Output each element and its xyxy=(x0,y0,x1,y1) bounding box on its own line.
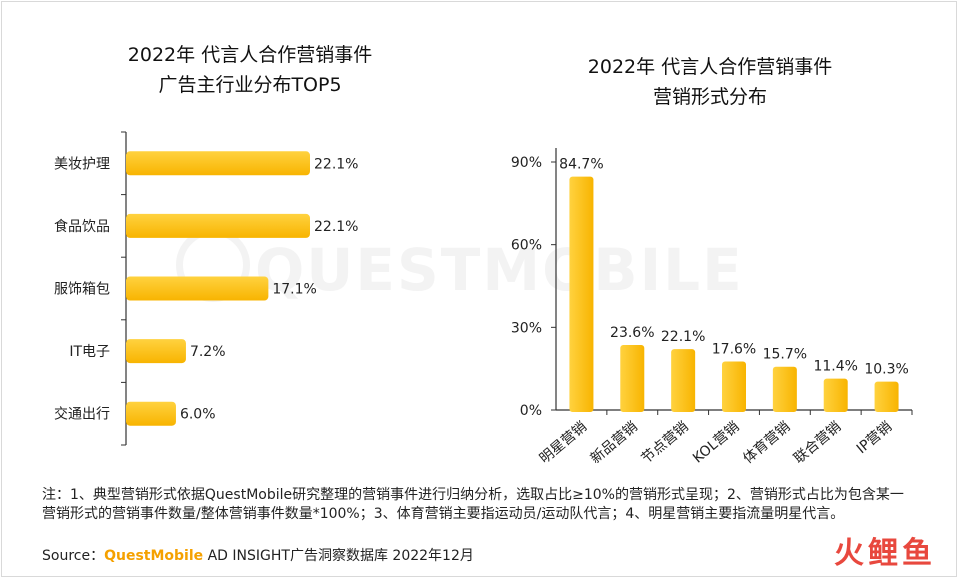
right-value-label: 10.3% xyxy=(864,362,908,378)
footnote: 注：1、典型营销形式依据QuestMobile研究整理的营销事件进行归纳分析，选… xyxy=(42,487,904,522)
source-line: Source：QuestMobile AD INSIGHT广告洞察数据库 202… xyxy=(42,545,474,565)
left-chart-title-line2: 广告主行业分布TOP5 xyxy=(158,74,342,96)
right-bar xyxy=(671,349,696,412)
right-bar xyxy=(569,176,594,412)
left-chart-title-line1: 2022年 代言人合作营销事件 xyxy=(127,44,373,66)
right-y-tick-label: 0% xyxy=(520,403,542,419)
left-bar-chart: 美妆护理 22.1% 食品饮品 22.1% 服饰箱包 17.1% IT电子 7.2% 交通出行 6… xyxy=(54,131,358,446)
left-value-label: 22.1% xyxy=(314,156,358,172)
left-bar xyxy=(126,213,310,238)
right-value-label: 17.6% xyxy=(712,342,756,358)
left-category-label: 美妆护理 xyxy=(54,156,110,172)
logo-char-3: 鱼 xyxy=(902,536,936,571)
right-chart-title: 2022年 代言人合作营销事件 营销形式分布 xyxy=(510,52,910,112)
right-value-label: 84.7% xyxy=(559,157,603,173)
left-value-label: 7.2% xyxy=(190,344,226,360)
source-brand: QuestMobile xyxy=(104,548,204,564)
right-y-tick-label: 90% xyxy=(511,155,542,171)
right-bar xyxy=(772,366,797,412)
left-bar xyxy=(126,276,269,301)
right-category-label: 节点营销 xyxy=(639,419,692,467)
right-bar xyxy=(823,378,848,412)
logo-char-2: 鲤 xyxy=(868,536,902,571)
left-value-label: 22.1% xyxy=(314,219,358,235)
right-value-label: 15.7% xyxy=(763,347,807,363)
right-category-label: 新品营销 xyxy=(588,419,641,467)
left-value-label: 17.1% xyxy=(272,282,316,298)
site-logo: 火鲤鱼 xyxy=(834,528,936,572)
left-bar xyxy=(126,151,310,176)
left-chart-title: 2022年 代言人合作营销事件 广告主行业分布TOP5 xyxy=(60,40,440,100)
left-category-label: 服饰箱包 xyxy=(54,282,110,298)
watermark: QUESTMOBILE xyxy=(255,236,744,304)
left-category-label: 交通出行 xyxy=(54,406,110,423)
right-category-label: KOL营销 xyxy=(690,419,743,467)
logo-char-1: 火 xyxy=(834,536,868,571)
right-category-label: 体育营销 xyxy=(740,419,793,467)
left-value-label: 6.0% xyxy=(180,407,216,423)
right-bar xyxy=(722,361,746,412)
right-y-tick-label: 30% xyxy=(511,320,542,336)
left-category-label: 食品饮品 xyxy=(54,218,110,235)
right-category-label: 联合营销 xyxy=(791,419,844,467)
left-bar xyxy=(126,401,176,426)
right-bar xyxy=(620,344,645,412)
right-y-tick-label: 60% xyxy=(511,238,542,254)
right-category-label: IP营销 xyxy=(854,419,895,457)
left-category-label: IT电子 xyxy=(69,344,110,360)
left-bar xyxy=(126,339,186,364)
right-bar xyxy=(874,381,899,412)
right-bar-chart: 0% 30% 60% 90% 84.7% 明星营销 23.6% 新品营销 22.1% 节点营销 17… xyxy=(511,148,913,467)
source-rest: AD INSIGHT广告洞察数据库 2022年12月 xyxy=(203,548,474,564)
right-value-label: 23.6% xyxy=(610,325,654,341)
right-chart-title-line1: 2022年 代言人合作营销事件 xyxy=(587,56,833,78)
right-chart-title-line2: 营销形式分布 xyxy=(652,86,767,108)
right-value-label: 22.1% xyxy=(661,329,705,345)
source-prefix: Source： xyxy=(42,548,105,564)
right-value-label: 11.4% xyxy=(813,359,857,375)
right-category-label: 明星营销 xyxy=(537,419,590,467)
